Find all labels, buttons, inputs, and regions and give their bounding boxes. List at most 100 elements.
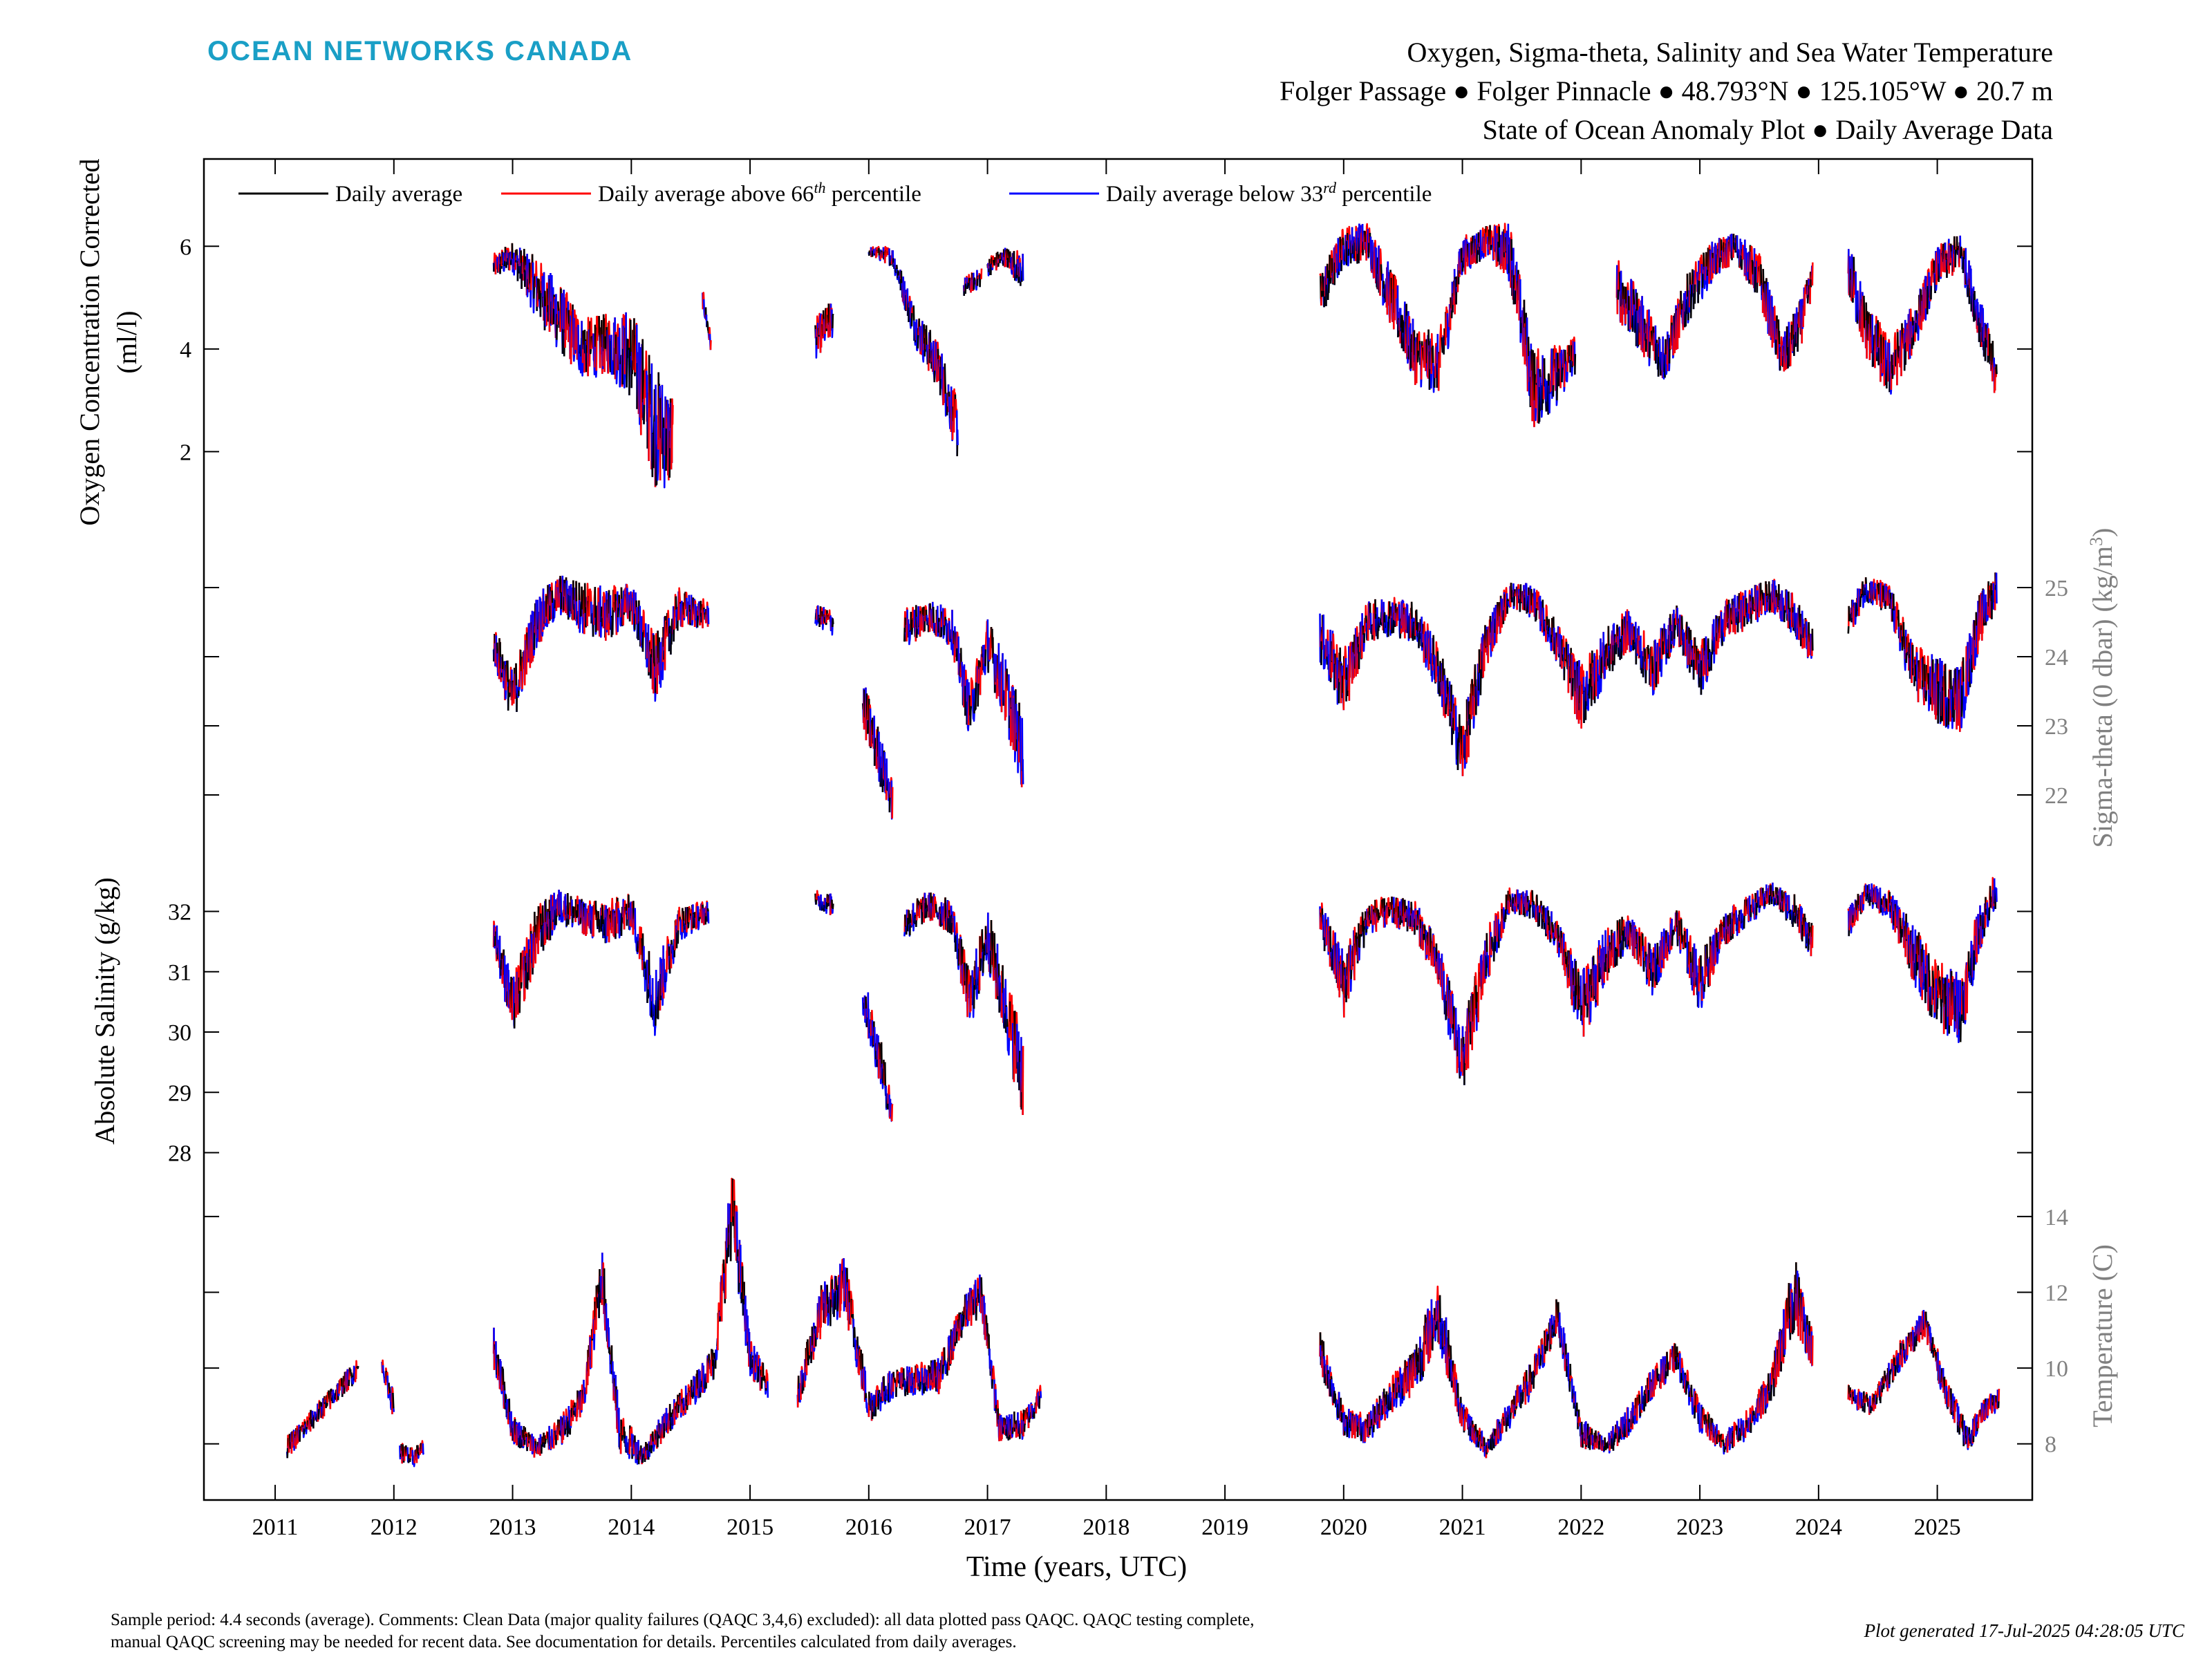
series-line: [671, 939, 673, 945]
series-line: [832, 903, 834, 910]
series-line: [545, 899, 547, 922]
series-line: [1901, 636, 1904, 651]
series-line: [1553, 345, 1556, 371]
series-line: [944, 363, 947, 394]
y-tick-label: 23: [2045, 714, 2068, 740]
series-line: [578, 600, 582, 633]
series-line: [871, 250, 874, 257]
series-line: [1527, 337, 1530, 357]
series-line: [1944, 250, 1947, 273]
series-line: [687, 921, 690, 928]
series-line: [1446, 313, 1450, 350]
series-line: [1765, 584, 1768, 597]
series-line: [1754, 254, 1758, 267]
series-line: [598, 316, 601, 337]
series-line: [832, 313, 834, 328]
series-line: [1523, 299, 1526, 328]
series-line: [623, 900, 626, 930]
series-line: [948, 391, 950, 397]
series-line: [1565, 361, 1568, 383]
series-line: [1917, 313, 1920, 341]
series-line: [1949, 263, 1951, 265]
series-line: [1847, 626, 1850, 634]
series-line: [1892, 593, 1895, 611]
series-line: [1706, 270, 1709, 276]
series-line: [954, 935, 957, 952]
series-line: [1485, 226, 1489, 244]
series-line: [1519, 279, 1522, 344]
series-line: [581, 321, 584, 377]
series-line: [551, 590, 554, 603]
series-line: [923, 324, 926, 344]
y-tick-label: 4: [180, 337, 191, 363]
series-line: [1470, 237, 1472, 265]
series-line: [1881, 330, 1885, 373]
series-line: [1883, 332, 1887, 386]
series-line: [936, 341, 939, 382]
series-line: [668, 946, 671, 957]
series-line: [1438, 681, 1441, 697]
series-line: [1633, 289, 1635, 305]
series-line: [526, 254, 529, 298]
series-line: [532, 262, 535, 314]
series-line: [903, 931, 906, 937]
series-line: [675, 596, 677, 610]
series-line: [1478, 649, 1481, 673]
series-oxygen: [492, 223, 1998, 489]
series-line: [903, 627, 906, 642]
series-line: [665, 428, 668, 471]
brand-logo-text: OCEAN NETWORKS CANADA: [207, 36, 633, 66]
series-line: [1573, 336, 1576, 366]
series-line: [1700, 660, 1703, 695]
series-line: [1618, 647, 1620, 657]
series-line: [1703, 266, 1707, 290]
series-line: [975, 948, 978, 1000]
series-line: [1697, 650, 1700, 660]
series-line: [1750, 245, 1753, 285]
series-line: [557, 301, 560, 311]
series-line: [981, 929, 984, 953]
series-line: [518, 991, 521, 1013]
series-line: [987, 263, 990, 276]
y-tick-label: 22: [2045, 783, 2068, 809]
series-line: [912, 305, 915, 321]
series-line: [879, 1044, 881, 1060]
series-line: [1597, 674, 1601, 695]
series-line: [1797, 324, 1799, 352]
series-line: [594, 324, 597, 347]
y-tick-label: 6: [180, 234, 191, 260]
series-line: [1490, 245, 1492, 250]
series-line: [621, 348, 624, 385]
series-line: [1718, 257, 1721, 268]
series-line: [576, 319, 579, 360]
series-line: [966, 281, 970, 290]
y-tick-label: 28: [168, 1141, 191, 1167]
series-line: [1494, 225, 1497, 252]
series-line: [1010, 256, 1013, 275]
series-line: [1780, 336, 1784, 366]
series-line: [1510, 232, 1512, 288]
series-line: [1962, 657, 1965, 682]
series-line: [1957, 245, 1960, 250]
series-line: [1905, 653, 1908, 664]
series-line: [904, 914, 907, 927]
y-tick-label: 32: [168, 900, 191, 926]
series-line: [932, 606, 935, 624]
series-line: [679, 601, 682, 604]
y-tick-label: 25: [2045, 576, 2068, 601]
y-tick-label: 30: [168, 1020, 191, 1046]
series-line: [1694, 284, 1696, 304]
series-line: [560, 892, 564, 923]
series-line: [818, 615, 821, 627]
series-line: [655, 677, 657, 693]
series-sigma-theta: [492, 572, 1998, 820]
series-line: [1621, 619, 1624, 636]
series-line: [1443, 336, 1445, 355]
series-line: [1322, 276, 1324, 297]
series-line: [825, 622, 827, 626]
series-line: [1479, 229, 1483, 260]
series-line: [1519, 599, 1521, 612]
series-line: [1708, 245, 1711, 284]
y-axis-label: Absolute Salinity (g/kg): [89, 877, 120, 1145]
